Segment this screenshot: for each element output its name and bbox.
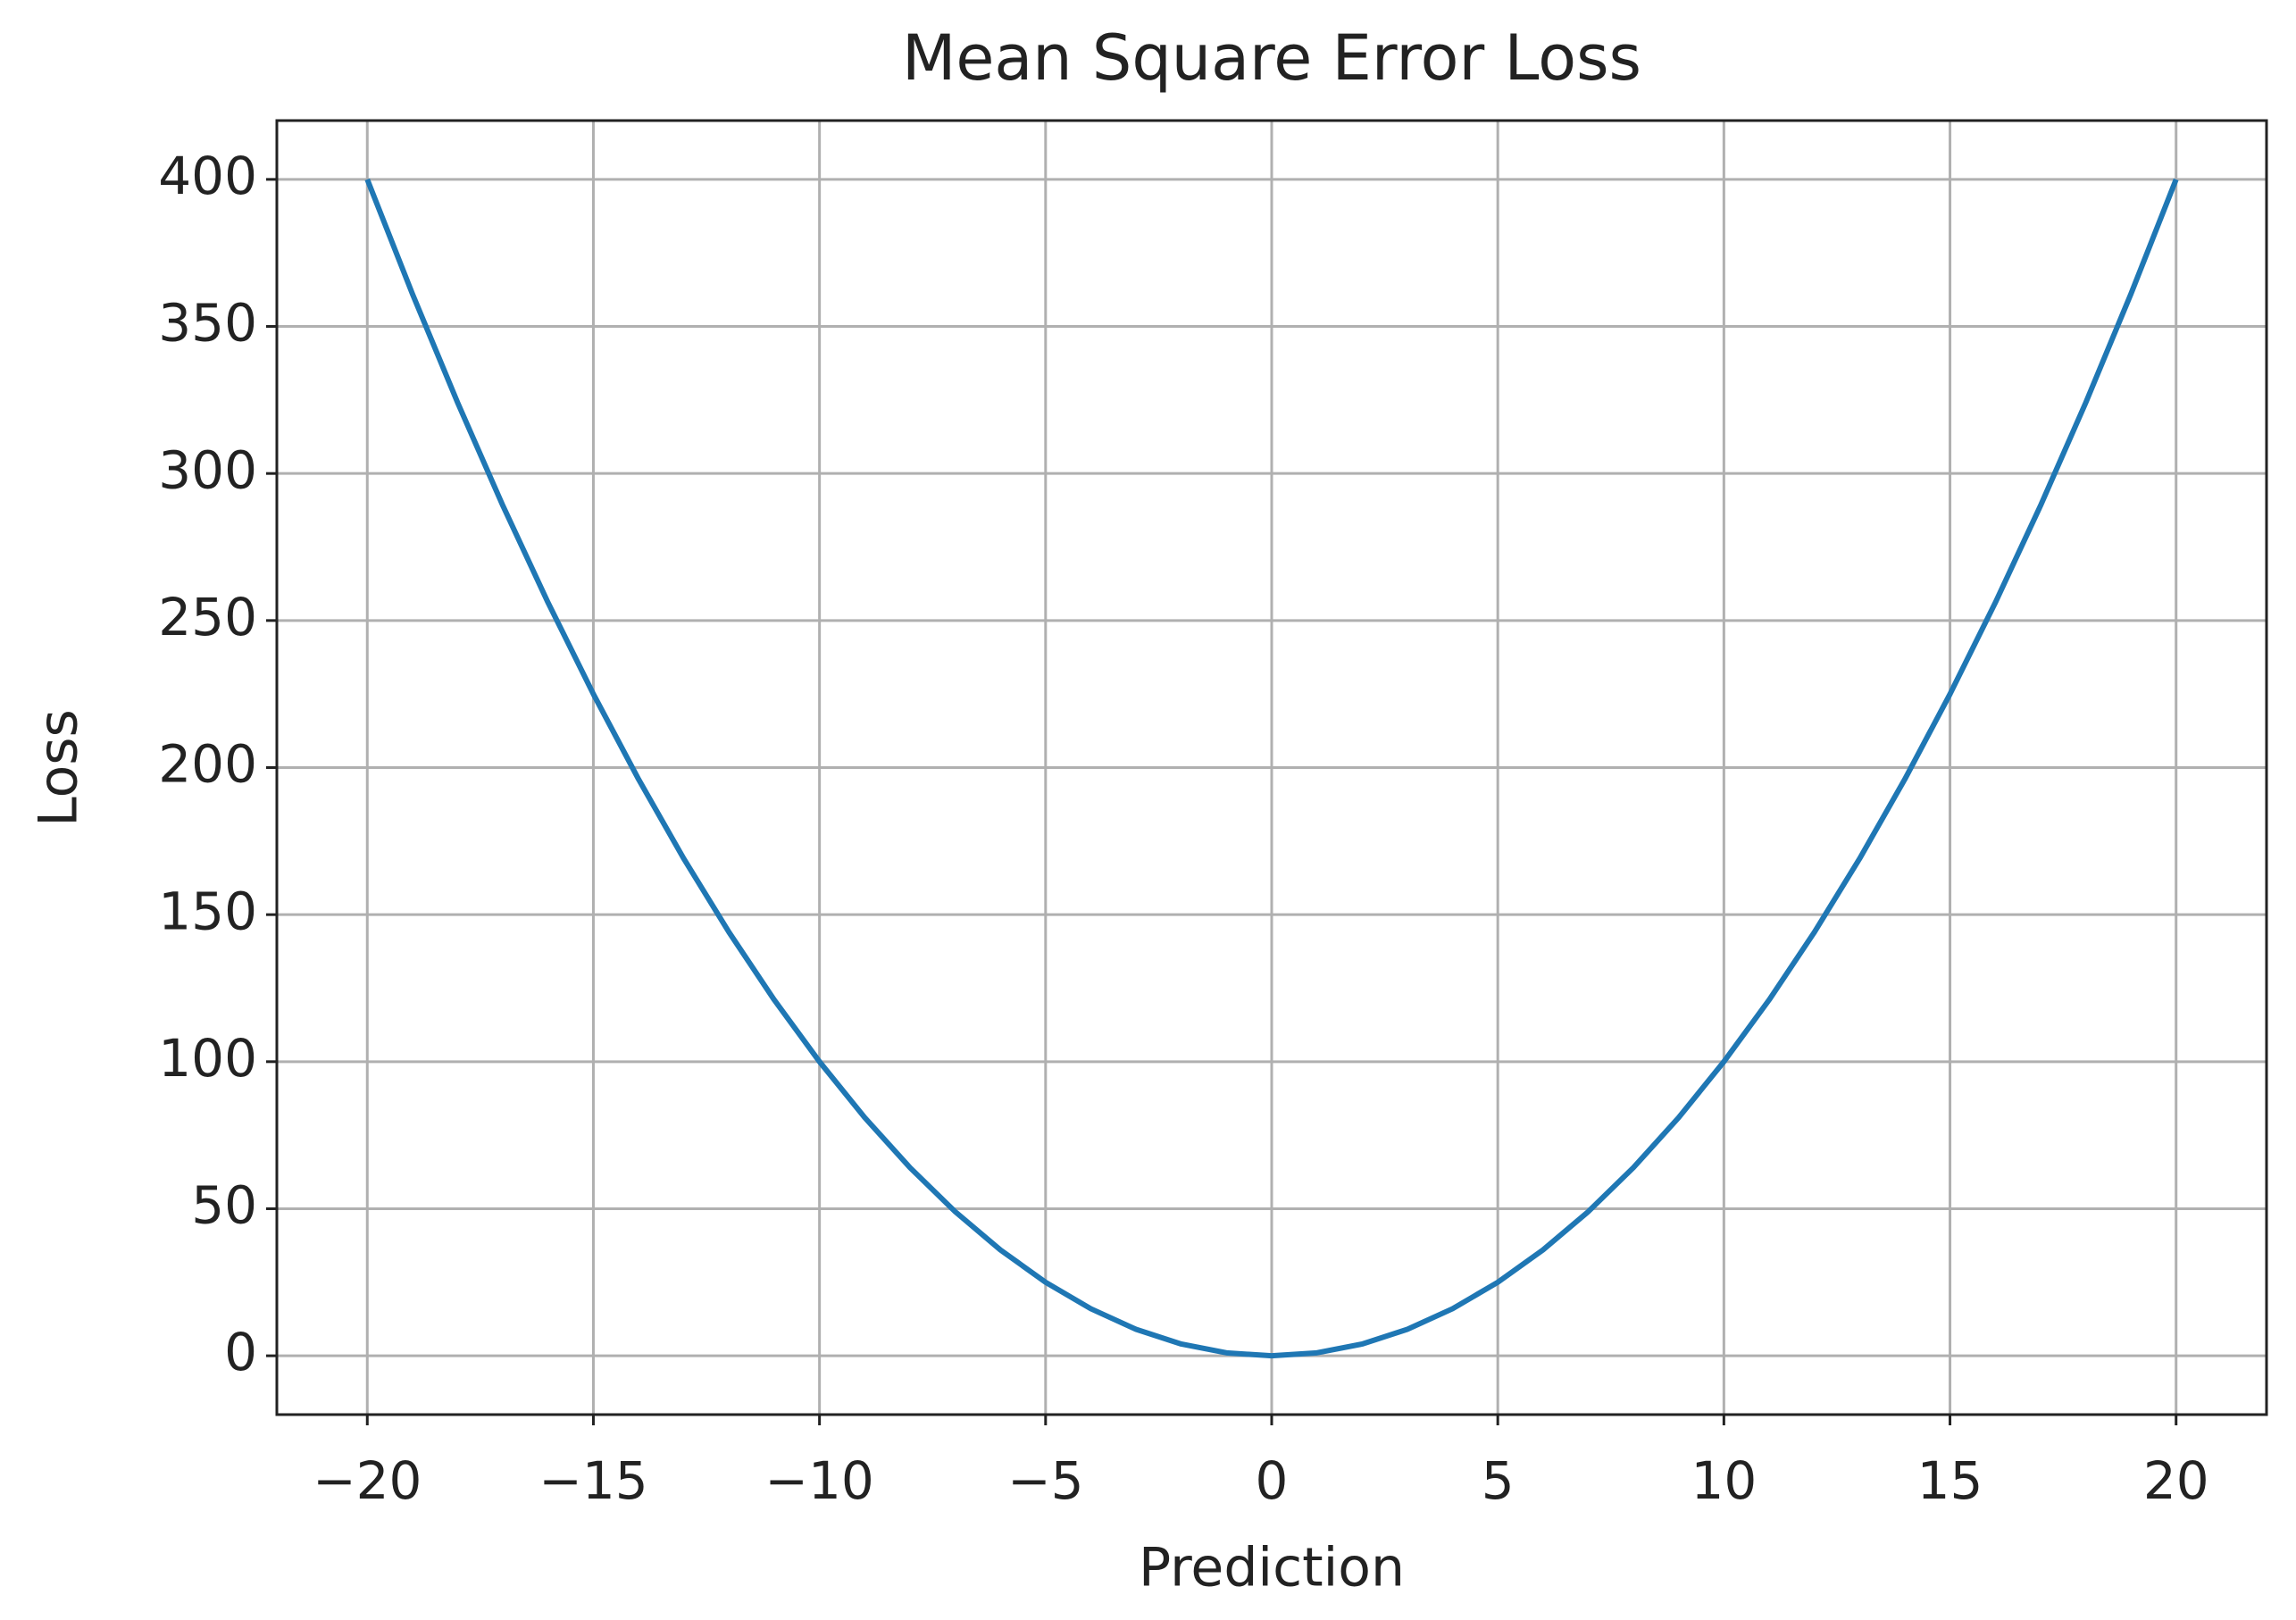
- x-tick-label: 0: [1256, 1450, 1289, 1511]
- plot-frame: [275, 119, 2268, 1416]
- y-tick-label: 300: [158, 439, 257, 500]
- data-line: [364, 178, 2179, 1359]
- x-tick-label: −10: [764, 1450, 873, 1511]
- x-tick-label: 15: [1917, 1450, 1983, 1511]
- y-tick-label: 400: [158, 146, 257, 206]
- x-tick-label: 10: [1691, 1450, 1757, 1511]
- x-tick-label: −5: [1007, 1450, 1084, 1511]
- x-tick-label: 5: [1482, 1450, 1515, 1511]
- y-tick-label: 0: [224, 1322, 257, 1382]
- y-tick-label: 100: [158, 1028, 257, 1089]
- x-tick-label: −20: [313, 1450, 422, 1511]
- y-tick-label: 200: [158, 734, 257, 795]
- y-tick-label: 250: [158, 587, 257, 647]
- y-axis-label: Loss: [28, 709, 90, 827]
- chart-title: Mean Square Error Loss: [902, 21, 1641, 95]
- x-axis-label: Prediction: [1139, 1537, 1405, 1599]
- x-tick-label: 20: [2143, 1450, 2209, 1511]
- y-tick-label: 350: [158, 293, 257, 354]
- y-tick-label: 150: [158, 881, 257, 941]
- x-tick-label: −15: [539, 1450, 647, 1511]
- y-tick-label: 50: [191, 1175, 257, 1236]
